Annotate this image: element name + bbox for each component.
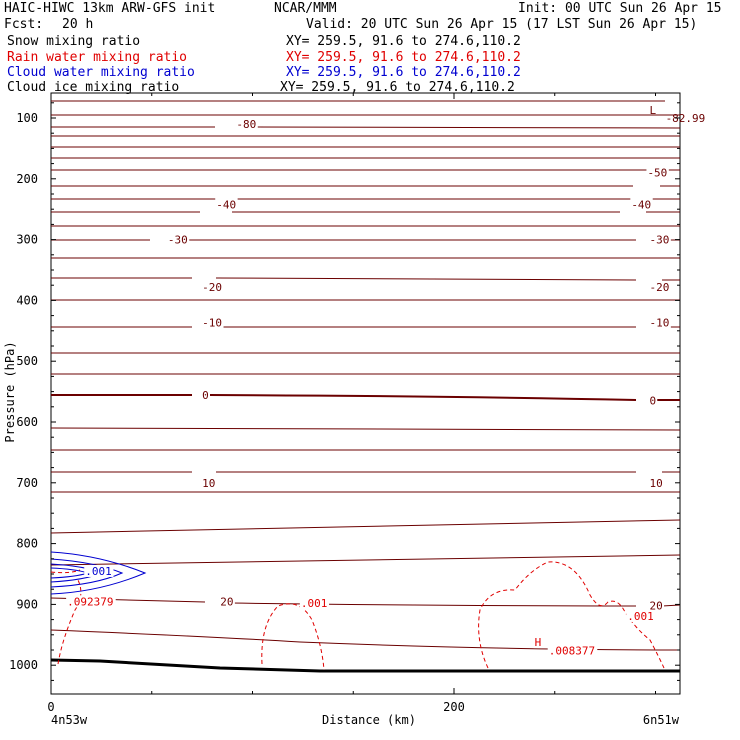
isotherm-line	[50, 519, 681, 534]
rain-water-contours	[50, 561, 665, 671]
y-tick-label: 600	[16, 415, 38, 429]
end-point-label: 6n51w	[643, 713, 680, 727]
isotherm-label-bg	[648, 281, 671, 294]
isotherm-label: -40	[631, 198, 651, 211]
start-point-label: 4n53w	[51, 713, 88, 727]
extreme-label: -82.99	[666, 112, 706, 125]
isotherm-line	[50, 597, 681, 607]
plot-frame	[50, 92, 681, 695]
fcst-label: Fcst:	[4, 17, 44, 32]
rain-water-label-bg	[66, 595, 116, 608]
isotherm-line	[51, 394, 680, 401]
isotherm-label: -50	[647, 167, 667, 180]
field-rain-name: Rain water mixing ratio	[7, 50, 188, 65]
isotherm-label-bg	[215, 198, 238, 211]
isotherm-label: 10	[202, 477, 215, 490]
isotherm-label: 20	[649, 600, 662, 613]
cloud-water-contour	[50, 567, 90, 579]
isotherm-label-bg	[219, 595, 235, 608]
rain-water-contour	[261, 603, 325, 671]
isotherm-label-bg	[648, 476, 665, 489]
rain-water-label: .001	[301, 597, 328, 610]
isotherm-label: -10	[649, 316, 669, 329]
rain-water-contour	[478, 561, 665, 669]
isotherm-label: 10	[649, 477, 662, 490]
cloud-water-contours	[50, 551, 147, 595]
isotherm-label-bg	[648, 233, 671, 246]
isotherm-label-bg	[648, 394, 658, 407]
valid-time: Valid: 20 UTC Sun 26 Apr 15 (17 LST Sun …	[306, 17, 698, 32]
field-cloudice-name: Cloud ice mixing ratio	[7, 80, 180, 95]
cloud-water-label: .001	[85, 565, 112, 578]
isotherm-label-bg	[646, 166, 669, 179]
isotherm-label: 0	[202, 389, 209, 402]
y-tick-label: 800	[16, 537, 38, 551]
field-cloudice-xy: XY= 259.5, 91.6 to 274.6,110.2	[280, 80, 515, 95]
isotherm-label-bg	[648, 316, 671, 329]
rain-water-label-bg	[299, 597, 330, 610]
isotherm-label: -20	[202, 281, 222, 294]
extreme-label: L	[649, 104, 656, 117]
org-label: NCAR/MMM	[274, 1, 337, 16]
isotherm-label: 0	[649, 395, 656, 408]
isotherm-label-bg	[201, 316, 224, 329]
y-tick-label: 700	[16, 476, 38, 490]
x-tick-label: 200	[443, 700, 465, 714]
isotherm-label: -10	[202, 316, 222, 329]
model-title: HAIC-HIWC 13km ARW-GFS init	[4, 1, 216, 16]
isotherm-label-bg	[166, 233, 190, 246]
y-tick-label: 200	[16, 172, 38, 186]
isotherm-label-bg	[648, 599, 665, 612]
rain-water-label: .092379	[67, 595, 113, 608]
rain-water-contour	[57, 579, 82, 665]
cloud-water-label-bg	[84, 564, 114, 577]
fcst-value: 20 h	[62, 17, 94, 32]
x-tick-label: 0	[47, 700, 54, 714]
rain-water-label: H	[535, 636, 542, 649]
y-tick-label: 300	[16, 233, 38, 247]
isotherm-label-bg	[235, 118, 258, 131]
rain-water-label: .008377	[549, 645, 595, 658]
isotherm-line	[50, 554, 681, 566]
rain-water-contour	[50, 569, 81, 574]
y-tick-label: 100	[16, 111, 38, 125]
isotherm-label: -80	[236, 118, 256, 131]
y-tick-label: 400	[16, 293, 38, 307]
isotherm-label: -30	[168, 234, 188, 247]
rain-water-label-bg	[533, 636, 543, 649]
init-time: Init: 00 UTC Sun 26 Apr 15	[518, 1, 722, 16]
field-rain-xy: XY= 259.5, 91.6 to 274.6,110.2	[286, 50, 521, 65]
rain-water-label: .001	[627, 610, 654, 623]
isotherm-label: -40	[216, 198, 236, 211]
rain-water-label-bg	[547, 644, 598, 657]
y-axis-label: Pressure (hPa)	[3, 341, 17, 442]
y-tick-label: 500	[16, 354, 38, 368]
temperature-contours	[50, 100, 681, 651]
cloud-water-contour	[50, 551, 147, 595]
field-cloudwater-name: Cloud water mixing ratio	[7, 65, 195, 80]
x-axis-label: Distance (km)	[322, 713, 416, 727]
field-snow-xy: XY= 259.5, 91.6 to 274.6,110.2	[286, 34, 521, 49]
isotherm-line	[51, 277, 680, 281]
isotherm-line	[50, 427, 681, 431]
cloud-water-contour	[50, 558, 124, 588]
isotherm-label-bg	[201, 389, 210, 402]
isotherm-line	[51, 126, 681, 129]
isotherm-label: -20	[649, 281, 669, 294]
rain-water-label-bg	[626, 609, 656, 622]
y-tick-label: 900	[16, 597, 38, 611]
isotherm-label: 20	[220, 595, 233, 608]
field-cloudwater-xy: XY= 259.5, 91.6 to 274.6,110.2	[286, 65, 521, 80]
surface-line	[50, 658, 680, 673]
isotherm-label: -30	[649, 234, 669, 247]
isotherm-label-bg	[630, 198, 653, 211]
isotherm-label-bg	[201, 281, 224, 294]
field-snow-name: Snow mixing ratio	[7, 34, 141, 49]
y-tick-label: 1000	[9, 658, 38, 672]
isotherm-label-bg	[201, 476, 217, 489]
